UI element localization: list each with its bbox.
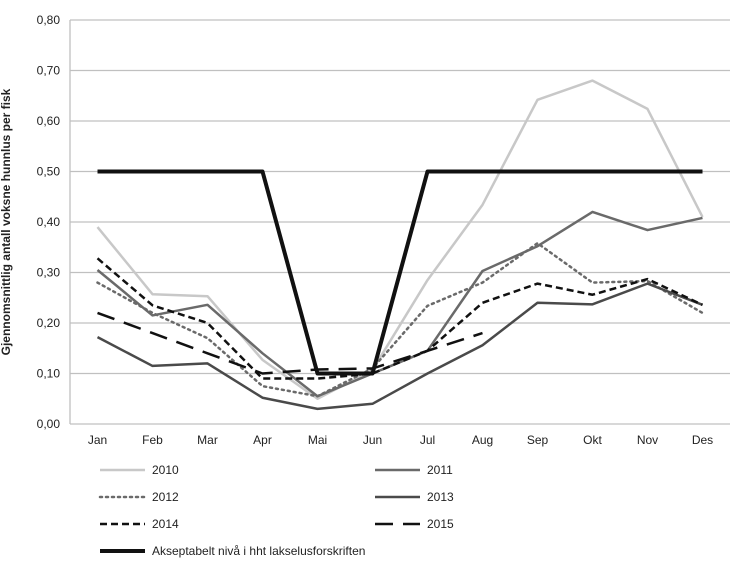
x-tick-label: Jul [420,433,435,447]
y-tick-label: 0,30 [37,266,61,280]
y-tick-labels: 0,00 0,10 0,20 0,30 0,40 0,50 0,60 0,70 0,80 [37,13,61,431]
legend-label: 2013 [427,490,454,504]
legend-label: 2011 [427,463,453,477]
y-axis-label: Gjennomsnittlig antall voksne hunnlus pe… [0,88,13,355]
series-line-0 [98,81,703,399]
y-tick-label: 0,80 [37,13,61,27]
legend: 2010 2011 2012 2013 2014 2015 Akseptabelt nivå… [100,463,454,558]
x-tick-label: Nov [637,433,658,447]
legend-label: Akseptabelt nivå i hht lakselusforskrift… [152,544,365,558]
x-tick-label: Feb [142,433,163,447]
y-tick-label: 0,50 [37,165,61,179]
y-tick-label: 0,00 [37,417,61,431]
legend-label: 2012 [152,490,179,504]
series-line-5 [98,313,483,374]
legend-label: 2014 [152,517,179,531]
y-tick-label: 0,60 [37,114,61,128]
x-tick-label: Sep [527,433,549,447]
x-tick-label: Des [692,433,713,447]
series-lines [97,81,702,409]
legend-label: 2010 [152,463,179,477]
x-tick-label: Aug [472,433,493,447]
x-tick-label: Okt [583,433,602,447]
series-line-1 [98,212,703,396]
x-tick-label: Mai [308,433,327,447]
y-tick-label: 0,40 [37,215,61,229]
x-tick-label: Jun [363,433,382,447]
y-tick-label: 0,70 [37,64,61,78]
x-tick-labels: Jan Feb Mar Apr Mai Jun Jul Aug Sep Okt Nov Des [88,433,713,447]
x-tick-label: Apr [253,433,272,447]
x-tick-label: Jan [88,433,107,447]
y-tick-label: 0,10 [37,367,61,381]
x-tick-label: Mar [197,433,218,447]
y-tick-label: 0,20 [37,316,61,330]
legend-label: 2015 [427,517,454,531]
